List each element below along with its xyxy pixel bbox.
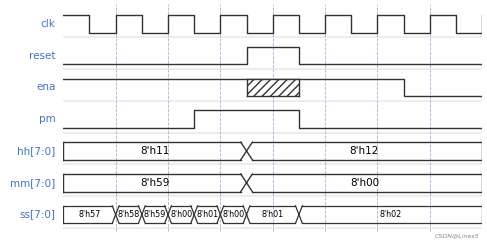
Text: ss[7:0]: ss[7:0] xyxy=(19,210,56,220)
Text: ena: ena xyxy=(36,82,56,92)
Text: 8'h02: 8'h02 xyxy=(379,210,402,219)
Text: 8'h12: 8'h12 xyxy=(350,146,379,156)
Text: 8'h57: 8'h57 xyxy=(78,210,101,219)
Text: 8'h00: 8'h00 xyxy=(223,210,244,219)
Text: 8'h58: 8'h58 xyxy=(118,210,140,219)
Text: CSDN@Lines5: CSDN@Lines5 xyxy=(435,234,480,239)
Text: clk: clk xyxy=(40,19,56,29)
Text: hh[7:0]: hh[7:0] xyxy=(17,146,56,156)
Text: mm[7:0]: mm[7:0] xyxy=(10,178,56,188)
Text: pm: pm xyxy=(38,114,56,124)
Text: 8'h11: 8'h11 xyxy=(140,146,169,156)
Text: 8'h00: 8'h00 xyxy=(350,178,379,188)
Text: 8'h59: 8'h59 xyxy=(144,210,166,219)
Bar xyxy=(246,79,299,96)
Text: reset: reset xyxy=(29,51,56,61)
Text: 8'h59: 8'h59 xyxy=(140,178,169,188)
Text: 8'h00: 8'h00 xyxy=(170,210,192,219)
Text: 8'h01: 8'h01 xyxy=(196,210,218,219)
Text: 8'h01: 8'h01 xyxy=(262,210,284,219)
